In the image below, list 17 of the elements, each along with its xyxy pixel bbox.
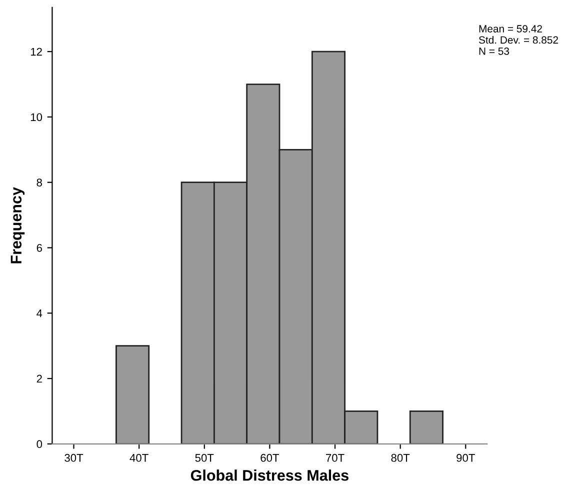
- x-tick-label: 70T: [326, 454, 344, 462]
- y-tick-label: 6: [36, 244, 42, 252]
- x-tick-label: 60T: [260, 454, 280, 462]
- x-tick-label: 30T: [64, 454, 84, 462]
- y-tick-label: 4: [36, 310, 42, 318]
- x-tick-label: 90T: [456, 454, 475, 462]
- y-tick-label: 0: [36, 440, 42, 448]
- y-tick-label: 2: [36, 374, 42, 383]
- y-tick-label: 10: [30, 113, 42, 122]
- x-tick-label: 80T: [391, 454, 410, 462]
- x-tick-label: 40T: [130, 454, 148, 462]
- y-axis-title: Frequency: [10, 187, 25, 264]
- annotation: Mean = 59.42 Std. Dev. = 8.852 N = 53: [478, 25, 558, 55]
- y-tick-label: 12: [30, 48, 42, 56]
- y-tick-label: 8: [36, 178, 42, 186]
- x-axis-title: Global Distress Males: [190, 470, 348, 481]
- x-tick-label: 50T: [195, 454, 214, 462]
